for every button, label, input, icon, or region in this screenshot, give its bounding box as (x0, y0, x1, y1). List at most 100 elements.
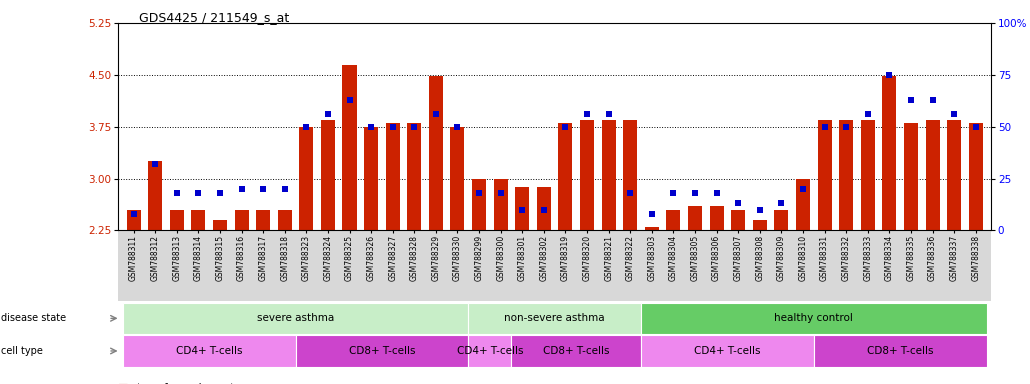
Bar (796, 179, 810, 230)
Bar (641, 335, 814, 367)
Point (622, 190, 639, 196)
Text: cell type: cell type (1, 346, 43, 356)
Point (817, 124, 833, 130)
Point (557, 124, 574, 130)
Bar (814, 335, 987, 367)
Point (774, 200, 790, 207)
Bar (450, 127, 465, 230)
Bar (300, 127, 313, 230)
Point (709, 190, 725, 196)
Point (838, 124, 855, 130)
Point (341, 97, 357, 103)
Point (254, 186, 271, 192)
Point (126, 211, 142, 217)
Text: CD8+ T-cells: CD8+ T-cells (867, 346, 933, 356)
Point (169, 190, 185, 196)
Bar (278, 210, 291, 230)
Bar (385, 123, 400, 230)
Text: CD8+ T-cells: CD8+ T-cells (348, 346, 415, 356)
Point (319, 111, 336, 118)
Bar (861, 120, 874, 230)
Bar (469, 303, 641, 334)
Point (384, 124, 401, 130)
Bar (469, 335, 512, 367)
Point (212, 190, 229, 196)
Text: GDS4425 / 211549_s_at: GDS4425 / 211549_s_at (139, 12, 289, 25)
Bar (710, 206, 724, 230)
Point (471, 190, 487, 196)
Text: CD8+ T-cells: CD8+ T-cells (543, 346, 610, 356)
Point (687, 190, 703, 196)
Text: CD4+ T-cells: CD4+ T-cells (176, 346, 242, 356)
Text: severe asthma: severe asthma (256, 313, 334, 323)
Bar (666, 210, 681, 230)
Point (730, 200, 747, 207)
Bar (123, 335, 296, 367)
Bar (775, 210, 788, 230)
Point (946, 111, 962, 118)
Bar (537, 187, 551, 230)
Bar (883, 76, 896, 230)
Bar (407, 123, 421, 230)
Text: ■: ■ (118, 383, 129, 384)
Bar (296, 335, 469, 367)
Bar (192, 210, 205, 230)
Point (579, 111, 595, 118)
Bar (904, 123, 918, 230)
Bar (235, 210, 248, 230)
Bar (839, 120, 853, 230)
Point (449, 124, 466, 130)
Bar (213, 220, 227, 230)
Bar (645, 227, 659, 230)
Bar (580, 120, 594, 230)
Point (276, 186, 293, 192)
Bar (926, 120, 939, 230)
Text: CD4+ T-cells: CD4+ T-cells (456, 346, 523, 356)
Point (363, 124, 379, 130)
Bar (641, 303, 987, 334)
Bar (948, 120, 961, 230)
Bar (472, 179, 486, 230)
Point (665, 190, 682, 196)
Bar (818, 120, 831, 230)
Point (967, 124, 984, 130)
Bar (623, 120, 638, 230)
Bar (688, 206, 702, 230)
Text: non-severe asthma: non-severe asthma (505, 313, 605, 323)
Point (234, 186, 250, 192)
Bar (753, 220, 766, 230)
Bar (515, 187, 529, 230)
Text: healthy control: healthy control (775, 313, 853, 323)
Text: disease state: disease state (1, 313, 66, 323)
Bar (321, 120, 335, 230)
Bar (123, 303, 469, 334)
Point (600, 111, 617, 118)
Bar (602, 120, 616, 230)
Bar (256, 210, 270, 230)
Bar (558, 123, 573, 230)
Bar (170, 210, 183, 230)
Point (859, 111, 876, 118)
Point (191, 190, 207, 196)
Point (902, 97, 919, 103)
Point (536, 207, 552, 213)
Point (427, 111, 444, 118)
Bar (364, 127, 378, 230)
Point (406, 124, 422, 130)
Bar (731, 210, 746, 230)
Point (924, 97, 940, 103)
Bar (343, 65, 356, 230)
Point (752, 207, 768, 213)
Point (881, 72, 897, 78)
Bar (512, 335, 641, 367)
Bar (148, 161, 162, 230)
Point (492, 190, 509, 196)
Point (795, 186, 812, 192)
Bar (493, 179, 508, 230)
Bar (969, 123, 983, 230)
Text: transformed count: transformed count (137, 383, 234, 384)
Point (298, 124, 314, 130)
Point (644, 211, 660, 217)
Bar (127, 210, 140, 230)
Point (147, 161, 164, 167)
